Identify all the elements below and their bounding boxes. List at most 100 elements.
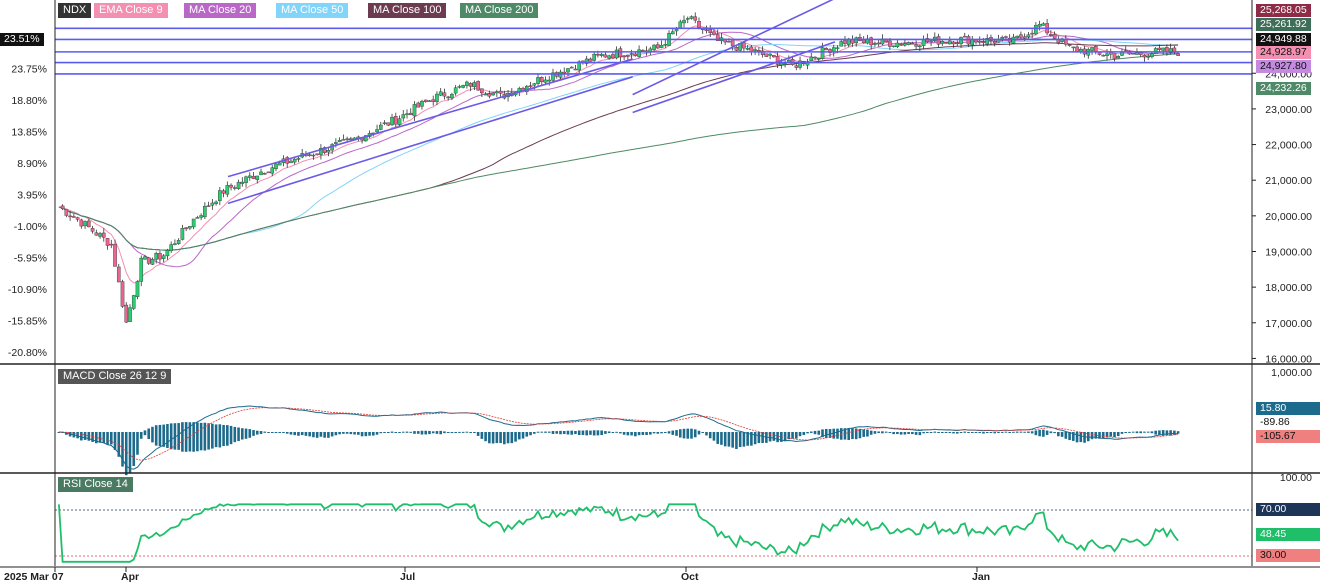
candle-down [936, 36, 941, 45]
candle-up [364, 135, 368, 142]
macd-histogram-bar [353, 432, 356, 435]
macd-histogram-bar [536, 431, 540, 433]
candle-up [532, 83, 537, 86]
macd-histogram-bar [473, 432, 476, 434]
macd-histogram-bar [372, 432, 375, 436]
candle-down [813, 56, 817, 59]
macd-histogram-bar [1030, 431, 1034, 434]
candle-down [633, 53, 638, 56]
macd-histogram-bar [240, 428, 244, 440]
rsi-label: RSI Close 14 [58, 477, 133, 492]
legend-entry[interactable]: NDX [58, 3, 92, 18]
macd-label: MACD Close 26 12 9 [58, 369, 172, 384]
candle-down [266, 171, 271, 174]
candle-up [491, 92, 495, 96]
macd-histogram-bar [109, 432, 113, 445]
candle-up [891, 45, 896, 48]
candle-up [551, 72, 555, 81]
macd-histogram-bar [944, 432, 948, 433]
macd-histogram-bar [1116, 432, 1120, 437]
macd-histogram-bar [615, 431, 618, 433]
macd-histogram-bar [851, 428, 854, 440]
percent-tick-label: 8.90% [17, 158, 47, 170]
macd-histogram-bar [970, 432, 974, 433]
macd-histogram-bar [1176, 431, 1180, 434]
candle-down [109, 243, 114, 246]
candle-up [895, 42, 900, 47]
price-tag: 24,949.88 [1256, 33, 1311, 46]
macd-histogram-bar [278, 432, 282, 433]
macd-histogram-bar [154, 425, 158, 446]
macd-histogram-bar [207, 423, 210, 450]
candle-up [244, 176, 248, 183]
current-percent-tag: 23.51% [0, 33, 44, 46]
macd-histogram-bar [364, 432, 368, 437]
macd-histogram-bar [570, 430, 574, 435]
price-tick-label: 19,000.00 [1265, 246, 1312, 258]
macd-histogram-bar [357, 432, 360, 435]
macd-histogram-bar [1109, 432, 1113, 437]
macd-histogram-bar [80, 432, 83, 441]
candle-down [730, 39, 735, 47]
candle-down [712, 31, 716, 35]
macd-histogram-bar [877, 431, 880, 434]
macd-histogram-bar [866, 429, 869, 437]
candle-up [599, 53, 604, 56]
macd-histogram-bar [237, 427, 240, 442]
macd-histogram-bar [858, 428, 862, 439]
macd-histogram-bar [188, 422, 192, 452]
candle-down [888, 40, 892, 47]
candle-up [955, 42, 960, 45]
candle-up [427, 100, 432, 102]
candle-down [315, 153, 319, 155]
candle-down [622, 55, 626, 57]
macd-histogram-bar [997, 432, 1000, 433]
legend-entry[interactable]: MA Close 20 [184, 3, 257, 18]
macd-histogram-bar [690, 428, 693, 439]
candle-up [188, 226, 192, 229]
macd-histogram-bar [783, 432, 787, 442]
macd-histogram-bar [491, 432, 495, 444]
ma200-line [58, 53, 1179, 251]
macd-histogram-bar [1012, 431, 1015, 433]
legend-entry[interactable]: MA Close 200 [460, 3, 539, 18]
macd-histogram-bar [791, 432, 794, 439]
macd-histogram-bar [705, 432, 708, 436]
macd-histogram-bar [334, 432, 338, 436]
candle-up [536, 77, 540, 84]
candle-down [528, 85, 533, 87]
candle-down [910, 43, 915, 45]
macd-histogram-bar [259, 431, 263, 434]
candle-up [169, 244, 173, 252]
macd-histogram-bar [1146, 431, 1150, 433]
legend-entry[interactable]: MA Close 50 [276, 3, 349, 18]
macd-histogram-bar [1075, 432, 1079, 443]
macd-histogram-bar [446, 432, 450, 433]
price-tick-label: 18,000.00 [1265, 282, 1312, 294]
candle-up [191, 218, 196, 228]
candle-down [869, 37, 873, 46]
macd-histogram-bar [454, 432, 457, 433]
macd-histogram-bar [892, 432, 895, 435]
macd-histogram-bar [985, 432, 989, 433]
legend-entry[interactable]: MA Close 100 [368, 3, 447, 18]
candle-up [685, 18, 690, 20]
macd-histogram-bar [918, 432, 922, 436]
macd-histogram-bar [592, 430, 596, 436]
macd-histogram-bar [349, 432, 353, 435]
macd-histogram-bar [532, 432, 536, 434]
candle-down [94, 232, 99, 236]
macd-histogram-bar [214, 424, 218, 448]
candle-up [674, 29, 679, 32]
legend-entry[interactable]: EMA Close 9 [94, 3, 168, 18]
macd-histogram-bar [304, 432, 308, 436]
macd-histogram-bar [738, 432, 742, 448]
x-tick-label: Oct [681, 571, 699, 582]
macd-histogram-bar [199, 422, 203, 451]
candle-down [1131, 53, 1136, 55]
macd-histogram-bar [1064, 432, 1068, 439]
candle-down [914, 44, 918, 47]
candle-up [236, 181, 241, 189]
macd-histogram-bar [914, 432, 918, 435]
